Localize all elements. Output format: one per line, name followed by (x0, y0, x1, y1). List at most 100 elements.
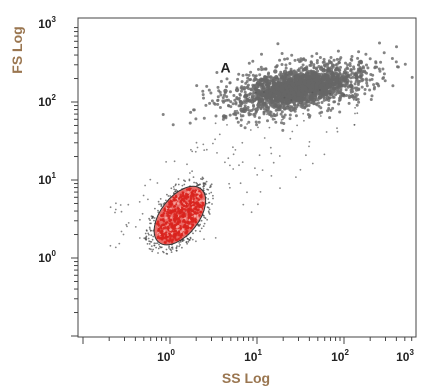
population-a-point (345, 94, 349, 97)
gated-population-point (193, 214, 197, 218)
population-a-point (268, 75, 272, 79)
gated-population-point (169, 209, 172, 212)
population-a-point (279, 74, 284, 80)
population-a-point (293, 58, 297, 62)
population-a-point (288, 117, 292, 121)
population-a-point (357, 63, 361, 67)
debris-point (186, 237, 189, 240)
gated-population-point (182, 199, 186, 202)
population-a-point (261, 101, 267, 106)
debris-point (144, 184, 147, 187)
debris-point (142, 194, 145, 197)
debris-point (189, 236, 192, 239)
population-a-point (358, 59, 363, 65)
gated-population-point (160, 233, 163, 236)
population-a-point (322, 57, 326, 61)
debris-point (352, 99, 355, 101)
population-a-point (225, 77, 229, 81)
population-a-point (354, 75, 359, 80)
population-a-point (262, 107, 266, 111)
debris-point (246, 191, 248, 194)
population-a-point (314, 85, 319, 90)
population-a-point (245, 80, 249, 83)
gated-population-point (177, 233, 181, 237)
population-a-point (349, 57, 353, 61)
population-a-point (369, 98, 373, 101)
debris-point (146, 243, 149, 245)
population-a-point (270, 99, 275, 105)
gated-population-point (169, 228, 172, 231)
population-a-point (222, 100, 225, 104)
gated-population-point (194, 220, 198, 224)
gated-population-point (172, 205, 176, 208)
debris-point (158, 203, 161, 206)
population-a-point (264, 95, 269, 100)
debris-point (239, 113, 242, 116)
debris-point (204, 217, 207, 220)
population-a-point (281, 128, 285, 132)
gated-population-point (202, 203, 205, 206)
gated-population-point (191, 219, 195, 222)
population-a-point (320, 92, 325, 97)
population-a-point (257, 67, 260, 71)
population-a-point (312, 63, 316, 67)
debris-point (196, 184, 198, 187)
population-a-point (242, 106, 248, 111)
population-a-point (317, 95, 323, 100)
population-a-point (247, 120, 251, 124)
population-a-point (323, 91, 329, 97)
population-a-point (266, 119, 269, 123)
population-a-point (243, 94, 248, 99)
debris-point (229, 186, 231, 189)
population-a-point (299, 59, 303, 63)
debris-point (258, 154, 261, 157)
gated-population-point (161, 229, 164, 233)
population-a-point (296, 92, 301, 97)
debris-point (173, 188, 176, 191)
population-a-point (355, 103, 359, 107)
population-a-point (350, 55, 354, 58)
population-a-point (310, 54, 314, 58)
population-a-point (297, 80, 302, 85)
population-a-point (325, 95, 330, 100)
population-a-point (350, 71, 354, 75)
gated-population-point (170, 223, 174, 227)
y-tick-label: 103 (38, 15, 56, 31)
population-a-point (382, 51, 386, 55)
debris-point (162, 251, 165, 254)
population-a-point (302, 79, 307, 84)
population-a-point (349, 73, 353, 77)
population-a-point (260, 52, 263, 56)
debris-point (150, 248, 152, 251)
debris-point (149, 229, 152, 232)
debris-point (353, 124, 356, 126)
gated-population-point (191, 201, 195, 204)
population-a-point (362, 66, 365, 70)
gated-population-point (174, 198, 177, 202)
population-a-point (309, 61, 313, 65)
population-a-point (209, 91, 213, 95)
population-a-point (161, 113, 165, 116)
debris-point (149, 240, 152, 243)
population-a-point (282, 77, 287, 82)
population-a-point (265, 84, 271, 89)
gated-population-point (191, 223, 195, 227)
debris-point (155, 246, 158, 249)
population-a-point (315, 59, 319, 62)
gated-population-point (179, 193, 182, 197)
population-a-point (251, 59, 255, 63)
debris-point (209, 184, 212, 187)
debris-point (170, 251, 173, 254)
debris-point (305, 154, 307, 157)
gated-population-point (187, 215, 191, 219)
debris-point (174, 190, 177, 193)
population-a-point (342, 70, 348, 75)
population-a-point (335, 84, 340, 89)
debris-point (207, 201, 210, 204)
debris-point (232, 153, 235, 156)
gated-population-point (202, 199, 205, 203)
population-a-point (351, 94, 354, 97)
debris-point (165, 161, 168, 163)
population-a-point (246, 105, 250, 109)
debris-point (127, 222, 130, 224)
